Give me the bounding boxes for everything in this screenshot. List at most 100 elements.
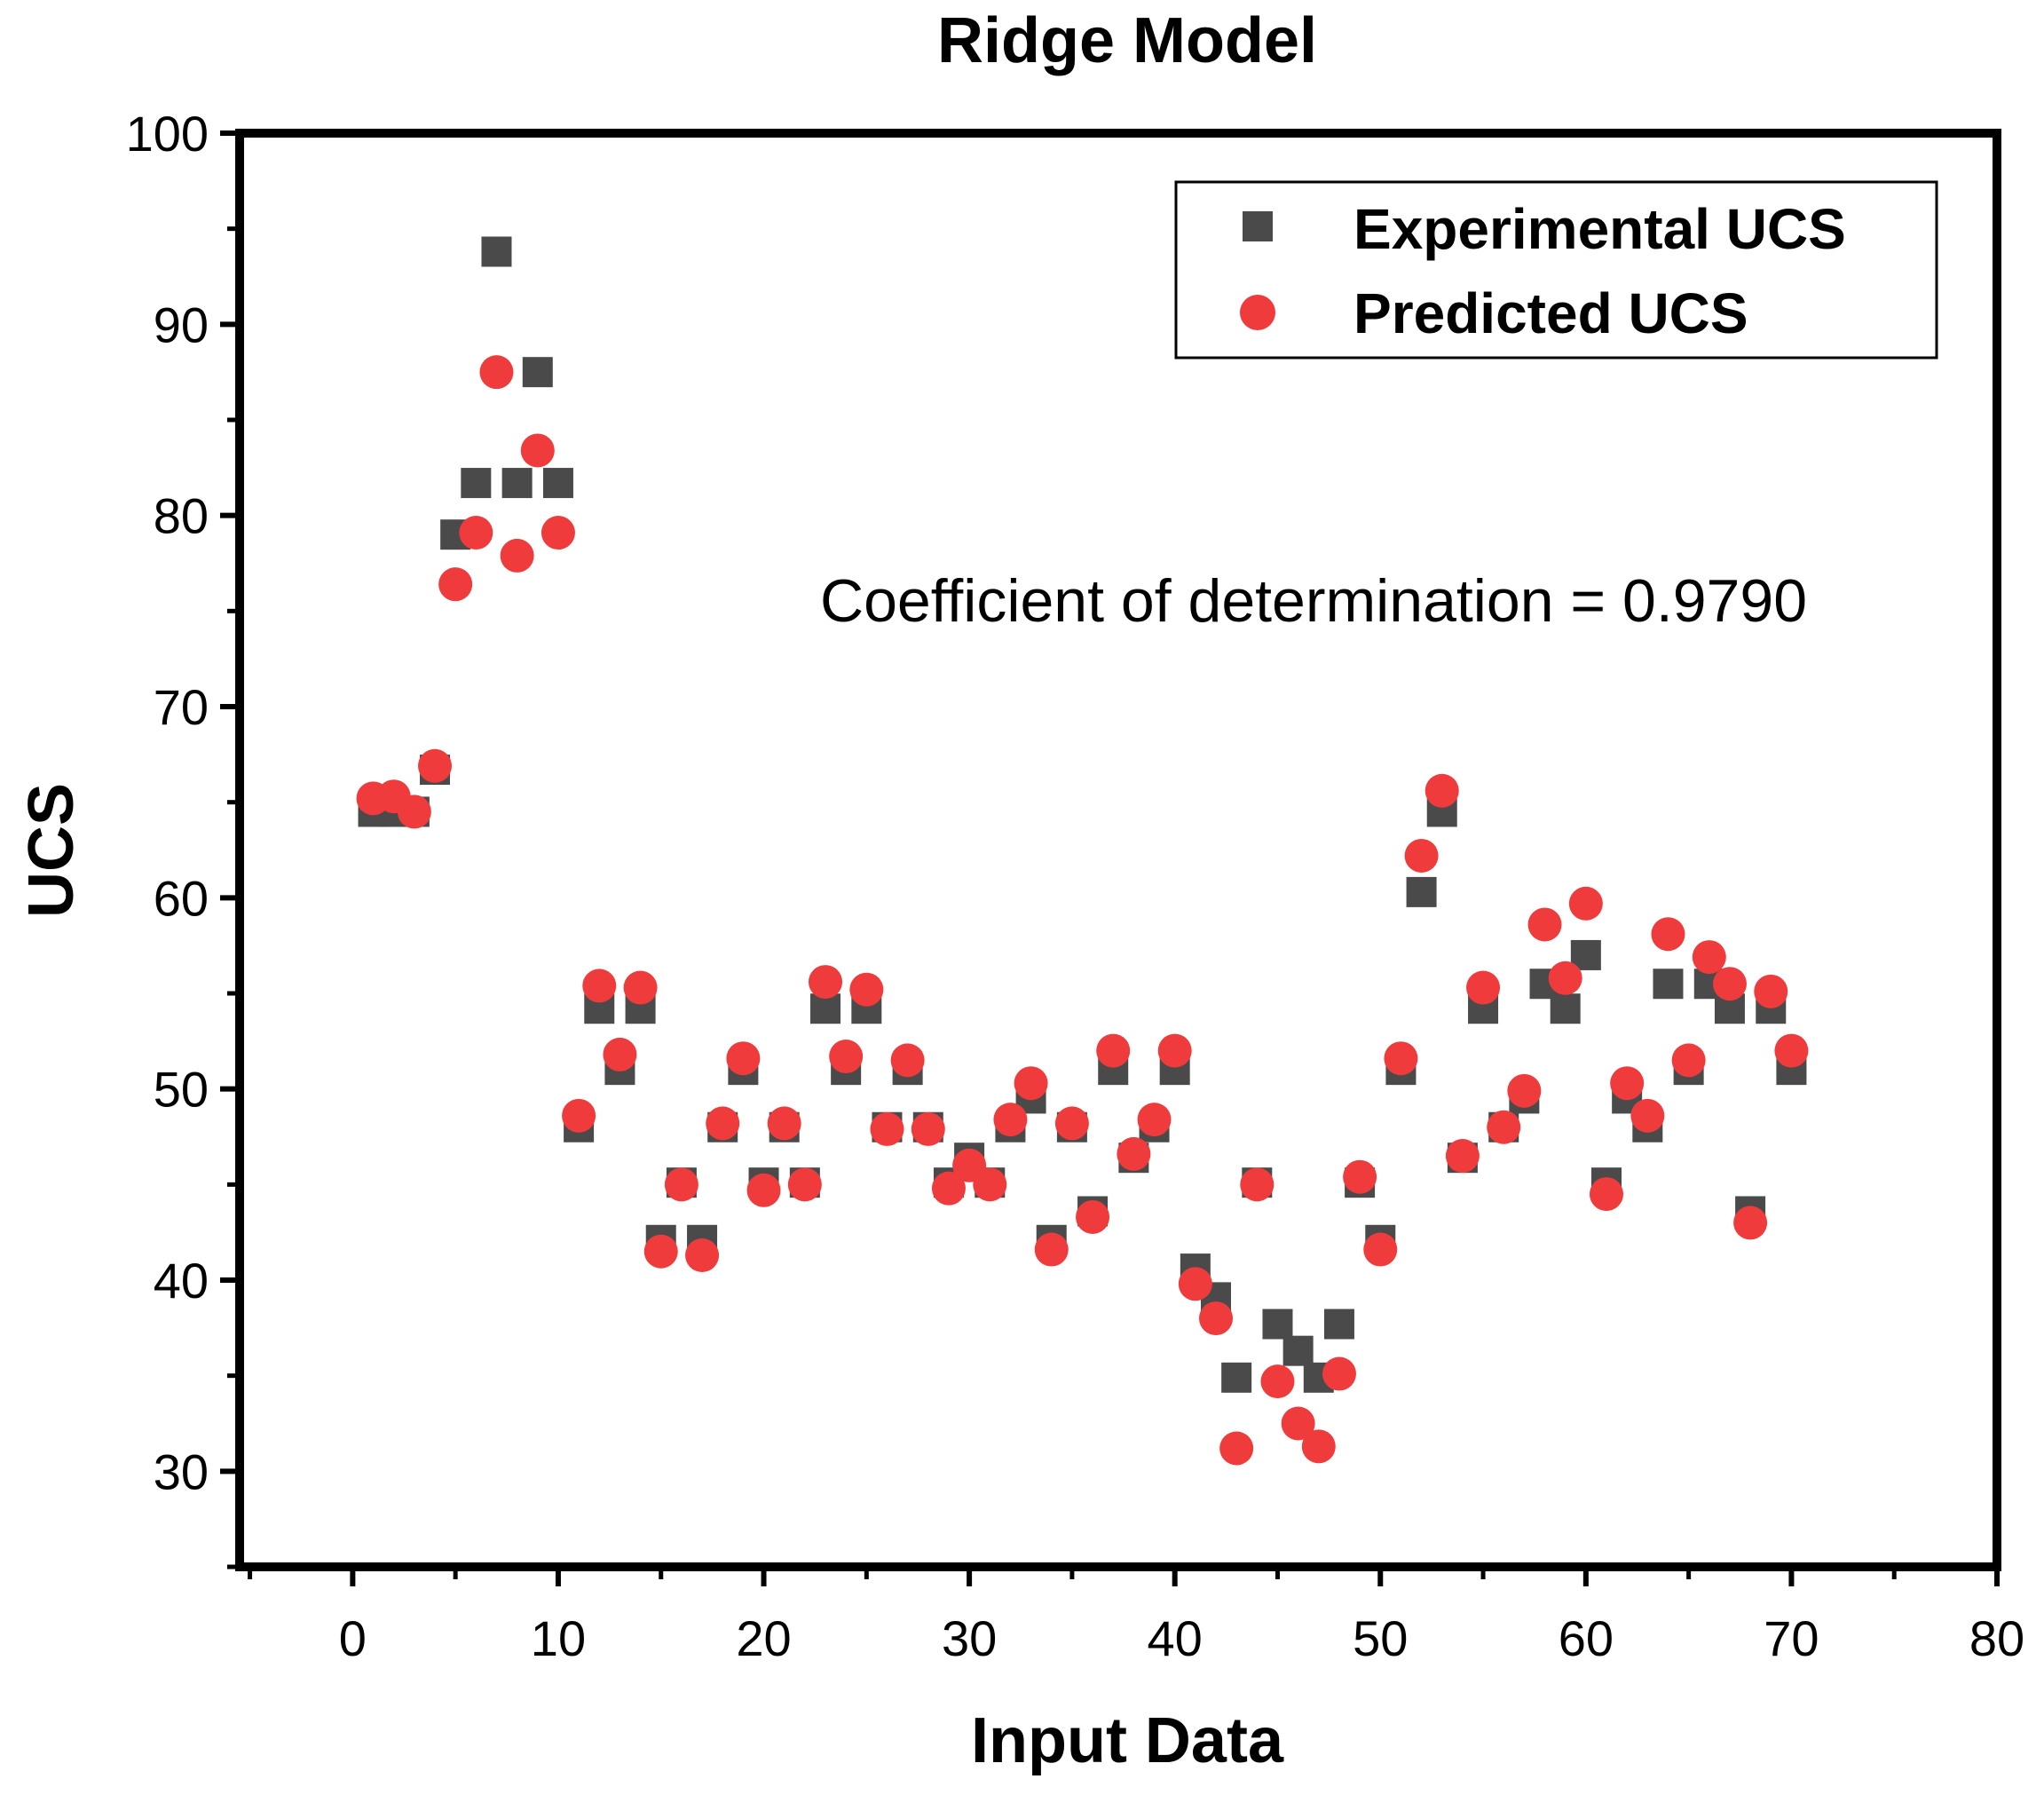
predicted-point (993, 1103, 1027, 1136)
chart-title: Ridge Model (937, 5, 1317, 76)
experimental-point (523, 357, 553, 387)
predicted-point (1774, 1034, 1808, 1068)
predicted-point (1528, 907, 1562, 941)
y-axis-label: UCS (16, 783, 87, 918)
x-tick-label: 50 (1353, 1610, 1408, 1666)
predicted-point (1672, 1043, 1706, 1077)
predicted-point (1219, 1431, 1253, 1465)
predicted-point (1651, 917, 1685, 951)
predicted-point (685, 1238, 719, 1272)
predicted-point (582, 969, 616, 1002)
y-tick-label: 100 (126, 106, 209, 162)
experimental-point (1324, 1309, 1354, 1340)
y-tick-label: 40 (154, 1253, 209, 1309)
predicted-point (665, 1167, 698, 1201)
predicted-point (398, 795, 431, 828)
predicted-point (1138, 1103, 1172, 1136)
legend-label-experimental: Experimental UCS (1353, 197, 1846, 261)
predicted-point (1487, 1111, 1520, 1144)
experimental-point (461, 468, 491, 498)
predicted-point (726, 1041, 760, 1075)
predicted-point (1590, 1177, 1623, 1211)
legend: Experimental UCS Predicted UCS (1176, 182, 1937, 358)
predicted-point (1076, 1200, 1109, 1234)
predicted-point (1384, 1041, 1417, 1075)
experimental-point (1221, 1363, 1251, 1393)
predicted-point (501, 539, 534, 573)
experimental-point (543, 468, 573, 498)
predicted-point (1322, 1357, 1356, 1391)
x-tick-label: 60 (1559, 1610, 1614, 1666)
chart-root: Ridge Model 0 10 20 30 40 50 60 70 80 30 40 50 60 70 8… (0, 0, 2044, 1795)
predicted-point (891, 1043, 925, 1077)
predicted-point (809, 965, 842, 999)
predicted-point (1179, 1267, 1212, 1301)
predicted-point (1507, 1074, 1541, 1108)
y-tick-label: 80 (154, 488, 209, 544)
data-points (357, 237, 1809, 1466)
predicted-point (521, 433, 555, 467)
predicted-point (768, 1106, 801, 1140)
predicted-point (1630, 1099, 1664, 1133)
predicted-point (912, 1112, 945, 1146)
predicted-point (870, 1112, 904, 1146)
predicted-point (1446, 1139, 1480, 1173)
y-tick-label: 60 (154, 870, 209, 926)
predicted-point (1240, 1167, 1274, 1201)
predicted-point (1302, 1429, 1336, 1463)
experimental-point (1283, 1336, 1314, 1366)
legend-marker-predicted (1240, 295, 1275, 330)
predicted-point (973, 1167, 1006, 1201)
predicted-point (479, 355, 513, 389)
predicted-point (603, 1038, 636, 1071)
experimental-point (1262, 1309, 1292, 1340)
x-axis-label: Input Data (971, 1705, 1284, 1776)
predicted-point (1549, 961, 1582, 995)
predicted-point (1343, 1160, 1377, 1194)
predicted-point (1260, 1364, 1294, 1398)
predicted-point (706, 1106, 739, 1140)
predicted-point (1117, 1137, 1150, 1171)
predicted-point (1569, 887, 1603, 921)
x-tick-label: 30 (942, 1610, 997, 1666)
predicted-point (829, 1040, 863, 1073)
experimental-point (1653, 969, 1683, 999)
predicted-point (418, 749, 452, 783)
legend-marker-experimental (1243, 211, 1273, 241)
y-tick-label: 90 (154, 297, 209, 352)
experimental-point (1407, 877, 1437, 907)
predicted-point (1363, 1233, 1397, 1267)
predicted-point (1096, 1034, 1130, 1068)
predicted-point (1713, 967, 1747, 1000)
predicted-point (1035, 1233, 1069, 1267)
predicted-point (1405, 839, 1439, 873)
predicted-point (1158, 1034, 1192, 1068)
predicted-point (1693, 940, 1726, 974)
predicted-point (1425, 774, 1459, 808)
x-tick-label: 40 (1148, 1610, 1203, 1666)
x-tick-label: 10 (531, 1610, 586, 1666)
x-tick-label: 0 (339, 1610, 367, 1666)
predicted-point (644, 1235, 678, 1269)
predicted-point (747, 1174, 781, 1207)
predicted-point (541, 516, 575, 550)
predicted-point (1466, 971, 1500, 1005)
experimental-point (481, 237, 511, 267)
predicted-point (459, 516, 493, 550)
predicted-point (1055, 1106, 1089, 1140)
legend-label-predicted: Predicted UCS (1353, 281, 1748, 345)
x-tick-label: 80 (1969, 1610, 2024, 1666)
y-tick-label: 70 (154, 679, 209, 735)
r2-annotation: Coefficient of determination = 0.9790 (820, 567, 1807, 635)
x-tick-label: 70 (1764, 1610, 1819, 1666)
predicted-point (1610, 1066, 1644, 1100)
predicted-point (849, 973, 883, 1007)
experimental-point (502, 468, 533, 498)
experimental-point (1551, 993, 1581, 1024)
predicted-point (1014, 1066, 1048, 1100)
predicted-point (624, 971, 658, 1005)
predicted-point (1733, 1206, 1767, 1239)
scatter-chart: Ridge Model 0 10 20 30 40 50 60 70 8030405060708… (0, 0, 2044, 1795)
x-tick-label: 20 (736, 1610, 791, 1666)
y-tick-label: 50 (154, 1062, 209, 1118)
